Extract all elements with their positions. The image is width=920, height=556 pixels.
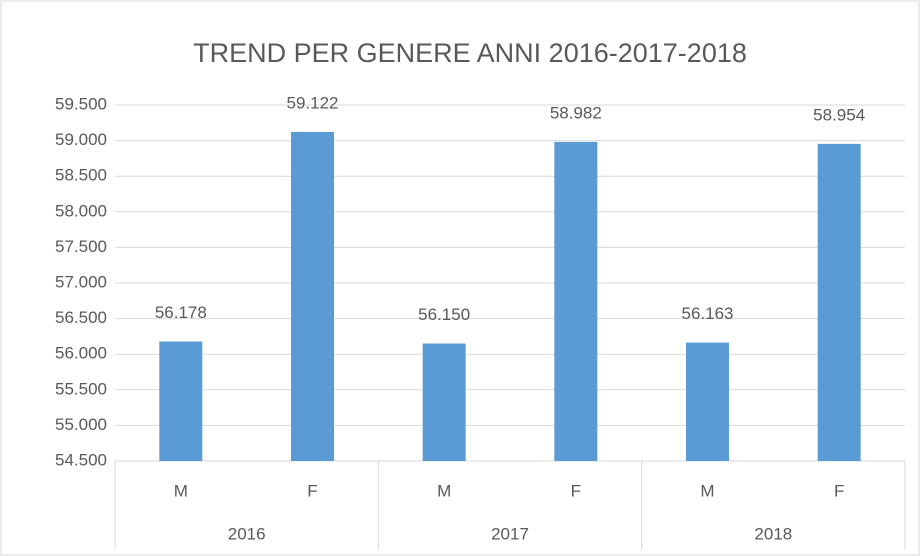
y-tick-label: 55.000	[55, 415, 107, 434]
chart-title: TREND PER GENERE ANNI 2016-2017-2018	[193, 38, 747, 68]
bar	[291, 131, 334, 461]
data-label: 56.150	[418, 305, 470, 324]
x-tick-label: F	[571, 481, 581, 500]
bar	[159, 341, 203, 461]
y-tick-label: 56.000	[55, 344, 107, 363]
group-label: 2017	[491, 524, 529, 543]
y-tick-label: 58.000	[55, 201, 107, 220]
y-tick-label: 54.500	[55, 450, 107, 469]
bar	[554, 141, 598, 462]
y-tick-label: 59.500	[55, 94, 107, 113]
x-tick-label: F	[834, 481, 844, 500]
data-label: 59.122	[287, 93, 339, 112]
bar	[817, 143, 861, 462]
y-tick-label: 57.000	[55, 272, 107, 291]
y-tick-label: 58.500	[55, 166, 107, 185]
data-label: 58.982	[550, 103, 602, 122]
data-label: 56.178	[155, 303, 207, 322]
data-label: 56.163	[682, 304, 734, 323]
group-label: 2018	[754, 524, 792, 543]
y-tick-label: 56.500	[55, 308, 107, 327]
bar	[422, 343, 466, 461]
bar	[686, 342, 729, 461]
y-tick-label: 59.000	[55, 130, 107, 149]
y-tick-label: 55.500	[55, 379, 107, 398]
x-tick-label: M	[174, 481, 188, 500]
group-label: 2016	[228, 524, 266, 543]
data-label: 58.954	[813, 105, 865, 124]
x-tick-label: F	[307, 481, 317, 500]
x-tick-label: M	[700, 481, 714, 500]
x-tick-label: M	[437, 481, 451, 500]
y-tick-label: 57.500	[55, 237, 107, 256]
